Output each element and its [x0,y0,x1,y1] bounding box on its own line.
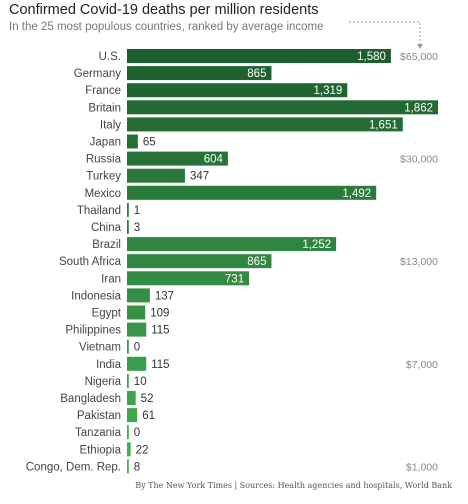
category-label: Congo, Dem. Rep. [26,461,121,473]
bar [127,459,129,474]
bar-value-label: 1,252 [302,239,331,251]
bar [127,408,138,423]
category-label: Egypt [92,308,122,320]
bar-value-label: 10 [134,376,147,388]
bar [127,271,250,286]
subtitle-leader-arrow [417,44,423,49]
bar-value-label: 137 [155,290,174,302]
category-label: Ethiopia [79,444,121,456]
category-label: U.S. [99,51,121,63]
bar-value-label: 1,651 [369,119,398,131]
bar-value-label: 1,319 [314,85,343,97]
bar-value-label: 0 [134,342,140,354]
bar-value-label: 61 [142,410,155,422]
source-note: By The New York Times | Sources: Health … [135,481,452,490]
bar [127,117,403,132]
bar-value-label: 3 [134,222,140,234]
bar-value-label: 109 [150,308,169,320]
category-label: Pakistan [77,410,121,422]
bar-value-label: 604 [204,154,224,166]
category-label: Philippines [65,325,121,337]
bar [127,100,438,115]
bar [127,202,129,217]
bar-value-label: 347 [190,171,209,183]
category-label: Vietnam [79,342,121,354]
bar-value-label: 865 [247,256,266,268]
category-label: Mexico [85,188,121,200]
bar [127,134,138,149]
category-label: Thailand [77,205,121,217]
bar [127,322,147,337]
income-label: $30,000 [400,154,438,166]
category-label: Turkey [86,171,121,183]
bar-value-label: 22 [136,444,149,456]
bar-value-label: 1,492 [342,188,371,200]
bar [127,220,129,234]
category-label: China [91,222,122,234]
bar [127,391,136,405]
bar [127,288,150,303]
income-label: $13,000 [400,256,438,268]
category-label: Nigeria [85,376,122,388]
bar [127,168,185,183]
category-label: Indonesia [71,290,121,302]
bar [127,339,129,354]
bar [127,151,228,166]
category-label: Russia [86,154,122,166]
bar [127,83,348,98]
chart-subtitle: In the 25 most populous countries, ranke… [9,21,324,33]
income-label: $65,000 [400,51,438,63]
income-label: $1,000 [406,461,438,473]
category-label: Bangladesh [60,393,121,405]
subtitle-leader-line [349,21,421,47]
bar [127,49,391,63]
bar-value-label: 1 [134,205,140,217]
bar-value-label: 865 [247,68,266,80]
bar-value-label: 1,580 [357,51,386,63]
category-label: Iran [101,273,121,285]
bar [127,185,377,200]
bar [127,66,272,81]
category-label: India [96,359,122,371]
bar [127,356,147,371]
category-label: South Africa [59,256,122,268]
bar [127,425,129,440]
category-label: Tanzania [75,427,122,439]
bar [127,237,337,252]
bar-value-label: 52 [141,393,154,405]
bar-value-label: 115 [151,325,169,337]
bar-value-label: 115 [151,359,169,371]
bar-value-label: 65 [143,137,156,149]
bar [127,373,129,388]
category-label: Brazil [92,239,121,251]
bar-value-label: 1,862 [404,102,433,114]
category-label: France [85,85,121,97]
bar-value-label: 731 [225,273,244,285]
chart-title: Confirmed Covid-19 deaths per million re… [9,2,319,18]
income-label: $7,000 [406,359,438,371]
bar-value-label: 8 [134,461,140,473]
bar [127,442,131,457]
bar-value-label: 0 [134,427,140,439]
category-label: Italy [100,119,121,131]
category-label: Germany [74,68,122,80]
category-label: Japan [90,137,121,149]
bar [127,254,272,269]
bar [127,305,146,320]
category-label: Britain [88,102,121,114]
